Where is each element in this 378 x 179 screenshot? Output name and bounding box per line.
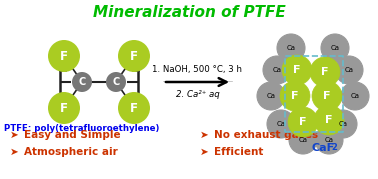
Text: PTFE: poly(tetrafluoroethylene): PTFE: poly(tetrafluoroethylene) bbox=[4, 124, 160, 133]
Circle shape bbox=[310, 57, 340, 87]
Text: Ca: Ca bbox=[350, 93, 359, 99]
Text: CaF: CaF bbox=[311, 143, 334, 153]
Text: F: F bbox=[293, 65, 301, 75]
Text: F: F bbox=[325, 115, 333, 125]
Circle shape bbox=[72, 72, 92, 92]
Text: Efficient: Efficient bbox=[214, 147, 263, 157]
Text: F: F bbox=[130, 50, 138, 62]
Text: Ca: Ca bbox=[344, 67, 353, 73]
Text: 1. NaOH, 500 °C, 3 h: 1. NaOH, 500 °C, 3 h bbox=[152, 65, 243, 74]
Text: No exhaust gases: No exhaust gases bbox=[214, 130, 318, 140]
Text: F: F bbox=[299, 117, 307, 127]
Circle shape bbox=[277, 34, 305, 62]
Circle shape bbox=[312, 81, 342, 111]
Text: F: F bbox=[60, 101, 68, 115]
Circle shape bbox=[289, 126, 317, 154]
Text: F: F bbox=[321, 67, 329, 77]
Circle shape bbox=[280, 81, 310, 111]
Circle shape bbox=[48, 40, 80, 72]
Text: Ca: Ca bbox=[299, 137, 307, 143]
Text: n: n bbox=[140, 96, 147, 106]
Text: F: F bbox=[291, 91, 299, 101]
Circle shape bbox=[321, 34, 349, 62]
Circle shape bbox=[335, 56, 363, 84]
Text: Ca: Ca bbox=[276, 121, 285, 127]
Text: Ca: Ca bbox=[330, 45, 339, 51]
Circle shape bbox=[341, 82, 369, 110]
Circle shape bbox=[329, 110, 357, 138]
Text: Ca: Ca bbox=[266, 93, 276, 99]
Text: F: F bbox=[323, 91, 331, 101]
Circle shape bbox=[48, 92, 80, 124]
Text: Mineralization of PTFE: Mineralization of PTFE bbox=[93, 5, 285, 20]
Text: Ca: Ca bbox=[339, 121, 347, 127]
Text: F: F bbox=[130, 101, 138, 115]
Circle shape bbox=[106, 72, 126, 92]
Circle shape bbox=[288, 107, 318, 137]
Text: Ca: Ca bbox=[287, 45, 296, 51]
Text: Ca: Ca bbox=[324, 137, 333, 143]
Circle shape bbox=[257, 82, 285, 110]
Text: Ca: Ca bbox=[273, 67, 282, 73]
Circle shape bbox=[267, 110, 295, 138]
Text: C: C bbox=[112, 77, 119, 87]
Text: ➤: ➤ bbox=[10, 147, 19, 157]
Circle shape bbox=[118, 40, 150, 72]
Text: F: F bbox=[60, 50, 68, 62]
Circle shape bbox=[314, 105, 344, 135]
Text: ➤: ➤ bbox=[10, 130, 19, 140]
Text: Atmospheric air: Atmospheric air bbox=[24, 147, 118, 157]
Circle shape bbox=[315, 126, 343, 154]
Circle shape bbox=[118, 92, 150, 124]
Text: 2. Ca²⁺ aq: 2. Ca²⁺ aq bbox=[176, 90, 219, 99]
Text: ➤: ➤ bbox=[200, 130, 209, 140]
Text: Easy and Simple: Easy and Simple bbox=[24, 130, 121, 140]
Text: 2: 2 bbox=[331, 143, 337, 152]
Text: ➤: ➤ bbox=[200, 147, 209, 157]
Circle shape bbox=[282, 55, 312, 85]
Text: C: C bbox=[78, 77, 86, 87]
Circle shape bbox=[263, 56, 291, 84]
